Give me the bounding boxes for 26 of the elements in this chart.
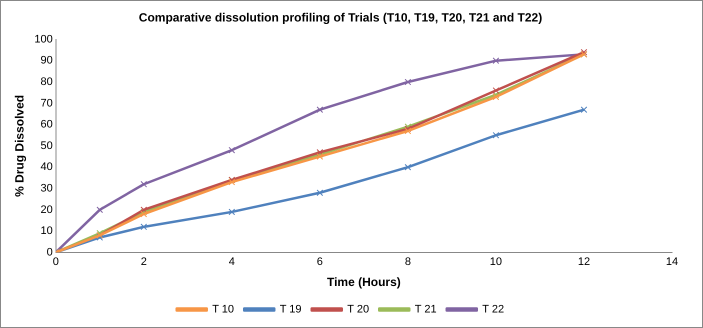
x-tick-label: 14	[666, 256, 678, 268]
x-axis-title: Time (Hours)	[326, 275, 401, 290]
y-tick-label: 20	[40, 204, 53, 216]
y-tick-label: 50	[40, 140, 53, 152]
y-axis-title: % Drug Dissolved	[12, 94, 27, 197]
y-tick-label: 0	[46, 246, 53, 258]
y-tick-label: 60	[40, 118, 53, 131]
chart-title: Comparative dissolution profiling of Trials (T10, T19, T20, T21 and T22)	[138, 10, 542, 25]
legend-label: T 19	[280, 304, 302, 316]
x-tick-label: 12	[578, 256, 590, 268]
legend-label: T 10	[212, 304, 234, 316]
y-tick-label: 70	[40, 97, 53, 110]
y-tick-label: 10	[40, 225, 53, 238]
x-tick-label: 6	[316, 256, 323, 268]
legend-label: T 21	[414, 304, 437, 316]
x-tick-label: 10	[490, 256, 502, 268]
x-tick-label: 4	[228, 256, 235, 268]
legend-label: T 22	[482, 304, 504, 316]
y-tick-label: 40	[40, 161, 53, 174]
y-tick-label: 90	[40, 54, 53, 67]
legend-label: T 20	[347, 304, 370, 316]
y-tick-label: 100	[34, 33, 53, 46]
x-tick-label: 8	[404, 256, 411, 268]
x-tick-label: 2	[140, 256, 147, 268]
y-tick-label: 30	[40, 182, 53, 195]
y-tick-label: 80	[40, 76, 53, 88]
